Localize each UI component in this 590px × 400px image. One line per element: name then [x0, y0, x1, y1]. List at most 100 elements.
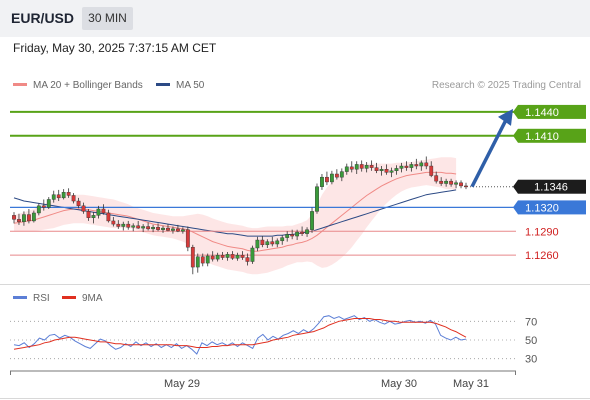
candle-body [310, 211, 314, 230]
candle-body [176, 228, 180, 232]
candle [61, 189, 66, 200]
legend-ma50: MA 50 [156, 80, 204, 91]
candle [290, 229, 295, 240]
candle-body [146, 226, 151, 230]
candle [12, 212, 16, 224]
candle [185, 226, 190, 252]
candle-body [96, 208, 101, 216]
candle [339, 168, 344, 182]
candle-body [329, 173, 334, 183]
last-price-tag: 1.1346 [513, 179, 586, 194]
candle-body [66, 192, 71, 196]
candle [101, 204, 106, 215]
candle [156, 223, 160, 232]
candle [136, 220, 141, 229]
candle-body [379, 169, 384, 172]
candle-body [419, 162, 424, 167]
candle-body [349, 166, 354, 170]
candle [210, 251, 215, 262]
candle-body [161, 227, 165, 230]
candle [41, 199, 46, 211]
candle [81, 202, 86, 214]
candle [220, 251, 225, 260]
candle-body [17, 219, 21, 222]
legend-9ma: 9MA [62, 293, 103, 304]
candle-body [290, 234, 295, 237]
candle-body [27, 214, 31, 222]
candle-body [61, 192, 66, 199]
candle [66, 188, 71, 198]
candle-body [250, 247, 255, 262]
candle [31, 210, 36, 223]
level-tag-pointer [513, 200, 518, 215]
candle [449, 178, 453, 187]
x-tick-label: May 31 [453, 378, 489, 390]
candle [270, 236, 275, 247]
candle [439, 177, 444, 186]
candle [364, 162, 369, 173]
candle [176, 224, 180, 233]
candle-body [399, 165, 404, 169]
candle [414, 158, 419, 170]
level-tag-bg [518, 104, 586, 119]
rsi-tick-label: 70 [525, 316, 537, 328]
candle-body [384, 169, 389, 173]
candle [141, 224, 146, 233]
candle-body [260, 239, 265, 246]
candle-body [359, 164, 364, 169]
candle [334, 169, 339, 180]
bollinger-band [14, 157, 457, 275]
candle [464, 182, 468, 190]
candle [146, 222, 151, 231]
candle-body [434, 175, 439, 182]
candle-body [230, 254, 235, 259]
candle-body [171, 228, 175, 231]
timeframe-button[interactable]: 30 MIN [82, 7, 133, 30]
candle [384, 164, 389, 175]
candle-body [245, 257, 250, 262]
candle [454, 180, 458, 189]
candle-body [180, 229, 185, 232]
candle-body [444, 180, 449, 184]
last-price-label: 1.1346 [534, 182, 568, 194]
candle-body [71, 195, 76, 202]
level-tag-1-1320: 1.1320 [513, 200, 586, 215]
candle-body [275, 240, 280, 245]
candle-body [131, 225, 136, 228]
level-tag-bg [518, 200, 586, 215]
candle [151, 224, 155, 233]
ma20-line [13, 171, 457, 252]
rsi-tick-label: 50 [525, 335, 537, 347]
candle-body [190, 246, 195, 268]
candle-body [86, 211, 91, 218]
candle-body [111, 220, 116, 225]
candle [166, 224, 170, 232]
candle [260, 236, 265, 248]
legend-ma50-swatch [156, 82, 170, 86]
candle [27, 208, 31, 224]
candle-body [151, 227, 155, 230]
candle [424, 156, 429, 170]
candle [225, 251, 230, 261]
candle [305, 227, 309, 237]
candle [121, 221, 126, 231]
candle [131, 223, 136, 232]
level-label-1-1320: 1.1320 [525, 202, 559, 214]
legend-bollinger: MA 20 + Bollinger Bands [13, 80, 143, 91]
candle-body [369, 165, 374, 168]
candle-body [195, 256, 200, 268]
level-tag-1-1440: 1.1440 [513, 104, 586, 119]
candle-body [220, 254, 225, 258]
datetime-label: Friday, May 30, 2025 7:37:15 AM CET [13, 41, 217, 55]
candle [320, 173, 324, 190]
candle [205, 253, 210, 267]
legend-rsi-swatch [13, 295, 27, 299]
candle [255, 236, 260, 252]
candle-body [325, 176, 329, 183]
candle [265, 239, 270, 248]
candle [379, 166, 384, 176]
candle-body [295, 231, 300, 237]
candle-body [156, 227, 160, 230]
candle [300, 226, 304, 237]
